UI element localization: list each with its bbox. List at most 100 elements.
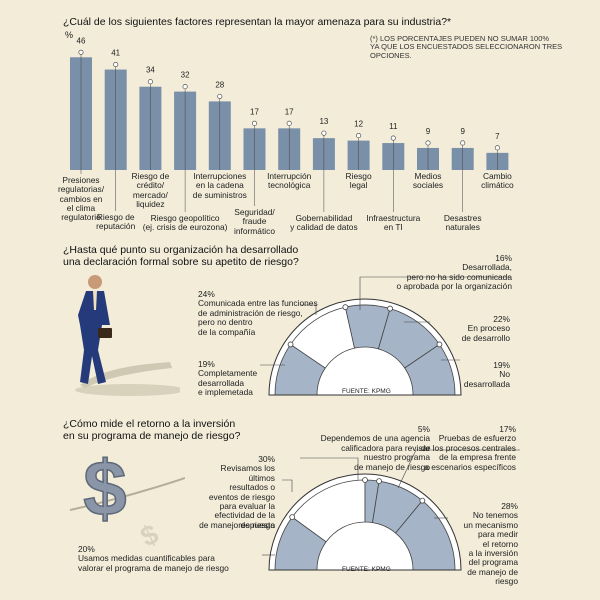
g2-label-2-line-2: o aprobada por la organización: [396, 281, 512, 292]
bar-label-2-line-2: mercado/: [132, 189, 168, 200]
g3-label-4-line-5: del programa: [468, 557, 518, 568]
bar-marker-11: [460, 140, 466, 146]
bar-label-0-line-1: regulatorias/: [57, 184, 105, 195]
g3-marker-4: [419, 497, 426, 504]
g3-label-3-line-0: Pruebas de esfuerzo: [438, 433, 516, 444]
q1-bar-chart: 46 41 34 32 28 17 17 13 12 11 9 9 7: [70, 36, 509, 212]
g2-label-2-line-1: pero no ha sido comunicada: [406, 271, 512, 282]
bar-label-0-line-3: el clima: [66, 202, 96, 213]
q1-leaders: [78, 49, 500, 212]
bar-label-4-line-2: de suministros: [192, 189, 247, 200]
bar-label-3-line-0: Riesgo geopolítico: [150, 213, 220, 223]
bar-label-3-line-1: (ej. crisis de eurozona): [142, 222, 228, 233]
g2-pct-2: 16%: [495, 253, 512, 263]
bar-value-8: 12: [354, 120, 363, 129]
q2-title-line1: ¿Hasta qué punto su organización ha desa…: [63, 244, 299, 256]
q3-title-line1: ¿Cómo mide el retorno a la inversión: [63, 418, 236, 430]
bar-marker-3: [182, 84, 188, 90]
figure-suit: [78, 291, 110, 384]
bar-marker-7: [321, 130, 327, 136]
bar-marker-4: [217, 93, 223, 99]
bar-label-0-line-2: cambios en: [59, 193, 103, 204]
bar-label-1-line-1: reputación: [96, 221, 136, 232]
bar-label-4-line-0: Interrupciones: [193, 171, 247, 181]
g3-label-4-line-6: de manejo de riesgo: [467, 566, 518, 587]
g2-label-3-line-0: En proceso: [467, 323, 510, 334]
g3-label-1-line-5: efectividad de la respuesta: [214, 510, 275, 530]
bar-label-4-line-1: en la cadena: [195, 180, 244, 191]
figure-tie: [93, 291, 97, 310]
q2-title-line2: una declaración formal sobre su apetito …: [63, 256, 299, 268]
g3-label-2-line-0: Dependemos de una agencia: [320, 433, 430, 444]
g3-label-0-line-1: valorar el programa de manejo de riesgo: [78, 562, 229, 573]
bar-label-5-line-0: Seguridad/: [234, 207, 275, 217]
bar-label-0-line-0: Presiones: [62, 175, 100, 185]
dollar-shadow-line: [69, 477, 185, 511]
g2-leader-1: [300, 304, 317, 315]
g2-marker-1: [287, 341, 294, 348]
q3-source: FUENTE: KPMG: [342, 566, 391, 573]
bar-value-4: 28: [215, 80, 224, 89]
g3-marker-3: [376, 478, 382, 485]
g3-leader-3: [397, 449, 520, 489]
bar-value-2: 34: [146, 66, 155, 75]
g3-label-1-line-3: eventos de riesgo: [208, 491, 275, 502]
g3-label-1-line-4: para evaluar la: [219, 501, 275, 511]
bar-label-1-line-0: Riesgo de: [96, 212, 135, 222]
bar-marker-12: [494, 145, 500, 151]
bar-marker-10: [425, 140, 431, 146]
bar-marker-8: [356, 133, 362, 139]
g2-label-3-line-1: de desarrollo: [461, 332, 510, 343]
g3-pct-4: 28%: [501, 501, 518, 511]
g3-pct-1: 30%: [258, 454, 275, 464]
g2-marker-4: [436, 341, 443, 348]
g2-label-2-line-0: Desarrollada,: [462, 262, 512, 273]
bar-value-1: 41: [111, 49, 120, 58]
bar-marker-6: [286, 120, 292, 126]
bar-label-8-line-1: legal: [349, 180, 368, 191]
bar-label-12-line-1: climático: [481, 180, 514, 191]
figure-head: [88, 275, 102, 289]
g3-label-3-line-1: de los procesos centrales: [421, 442, 516, 453]
g3-label-1-line-1: últimos: [248, 472, 275, 483]
g3-label-4-line-0: No tenemos: [472, 510, 518, 521]
g3-label-4-line-2: para medir: [477, 529, 518, 540]
bar-value-10: 9: [426, 127, 431, 136]
dollar-sign-icon: $: [83, 444, 126, 532]
bar-label-5-line-1: fraude: [242, 216, 267, 227]
bar-value-7: 13: [319, 117, 328, 126]
g2-label-1-line-1: de administración de riesgo,: [198, 307, 303, 318]
g2-label-0-line-2: e implemetada: [198, 387, 253, 398]
businessman-illustration: [75, 275, 180, 396]
q1-note-line1: (*) LOS PORCENTAJES PUEDEN NO SUMAR 100%: [370, 34, 550, 43]
figure-briefcase: [98, 328, 112, 338]
bar-label-10-line-1: sociales: [412, 180, 444, 191]
bar-label-6-line-0: Interrupción: [267, 171, 312, 181]
g3-label-3-line-3: a escenarios específicos: [424, 461, 516, 472]
g2-label-1-line-0: Comunicada entre las funciones: [198, 298, 318, 309]
g2-pct-1: 24%: [198, 289, 215, 299]
q1-title: ¿Cuál de los siguientes factores represe…: [63, 16, 452, 28]
bar-value-9: 11: [389, 122, 398, 131]
g3-pct-2: 5%: [417, 424, 430, 434]
g3-label-2-line-1: calificadora para revisar: [341, 442, 430, 453]
bar-label-5-line-2: informático: [234, 225, 275, 236]
g2-label-1-line-2: pero no dentro: [198, 317, 253, 328]
figure-cast-shadow: [80, 362, 172, 388]
bar-marker-1: [113, 62, 119, 68]
g2-label-0-line-1: desarrollada: [198, 377, 245, 388]
bar-value-6: 17: [285, 107, 294, 116]
bar-label-10-line-0: Medios: [414, 171, 442, 181]
bar-label-2-line-1: crédito/: [136, 180, 165, 191]
bar-value-12: 7: [495, 132, 500, 141]
g3-label-2-line-2: nuestro programa: [363, 452, 430, 463]
g2-marker-3: [387, 305, 394, 312]
g2-label-4-line-0: No: [499, 369, 510, 380]
g3-label-3-line-2: de la empresa frente: [439, 452, 516, 463]
bar-label-9-line-1: en TI: [383, 222, 403, 233]
bar-value-0: 46: [77, 36, 86, 45]
bar-label-7-line-0: Gobernabilidad: [295, 213, 353, 223]
g3-label-4-line-4: a la inversión: [468, 548, 518, 558]
bar-label-7-line-1: y calidad de datos: [290, 222, 358, 233]
bar-label-0-line-4: regulatorio: [61, 212, 101, 223]
